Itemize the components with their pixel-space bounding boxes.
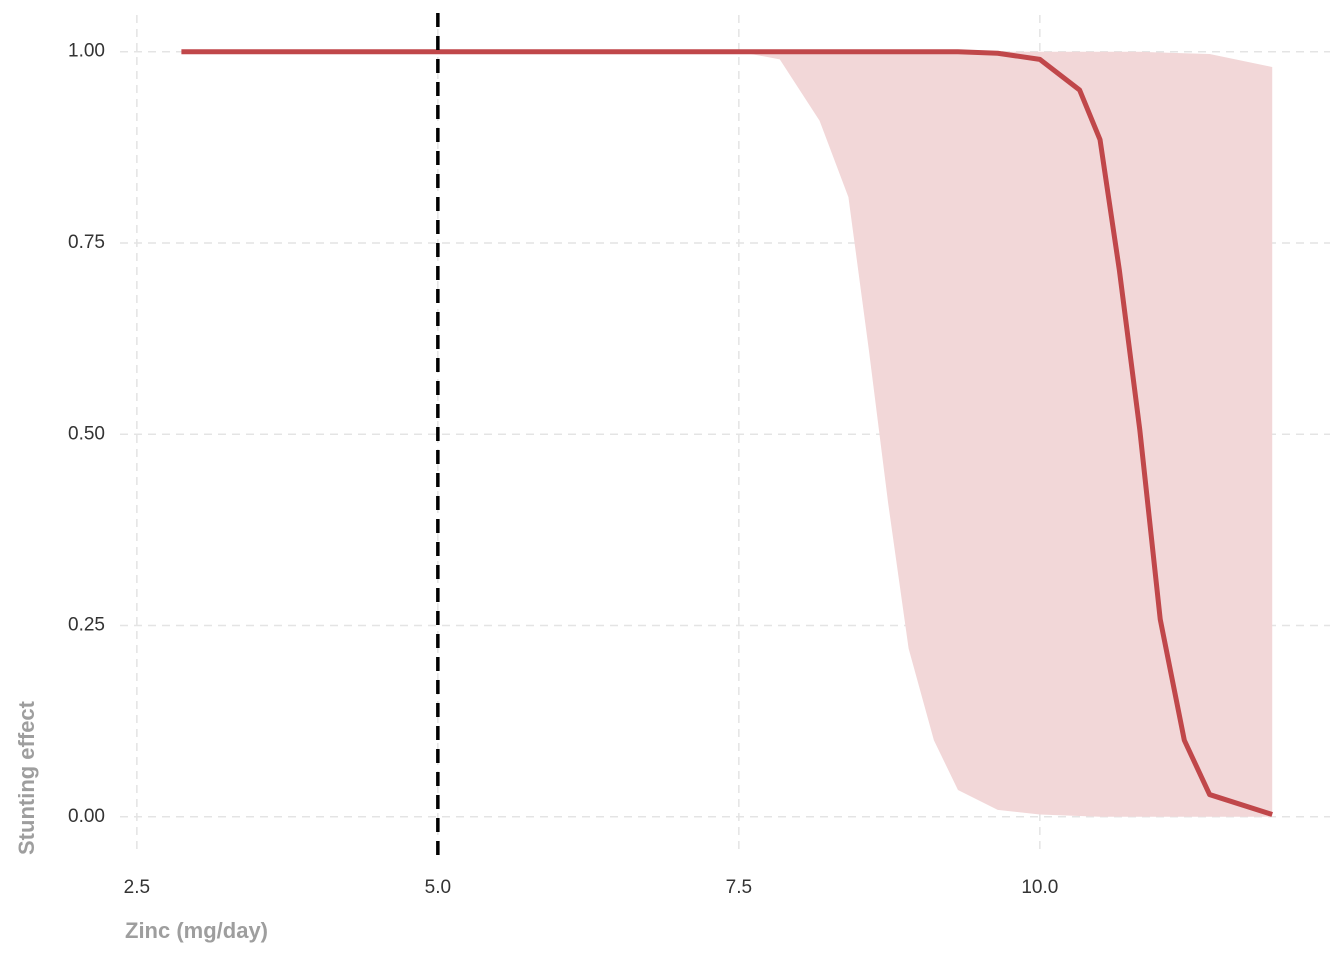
- y-tick-label: 1.00: [68, 41, 105, 62]
- x-tick-label: 2.5: [124, 877, 150, 898]
- y-tick-label: 0.75: [68, 232, 105, 253]
- x-axis-title: Zinc (mg/day): [125, 918, 268, 943]
- line: [181, 49, 1273, 817]
- confidence-band: [181, 51, 1273, 817]
- y-tick-label: 0.00: [68, 806, 105, 827]
- x-tick-label: 10.0: [1021, 877, 1058, 898]
- y-tick-label: 0.50: [68, 423, 105, 444]
- marks: [181, 13, 1273, 860]
- x-tick-label: 7.5: [726, 877, 752, 898]
- x-tick-label: 5.0: [425, 877, 451, 898]
- y-tick-label: 0.25: [68, 615, 105, 636]
- y-axis-title: Stunting effect: [14, 700, 39, 855]
